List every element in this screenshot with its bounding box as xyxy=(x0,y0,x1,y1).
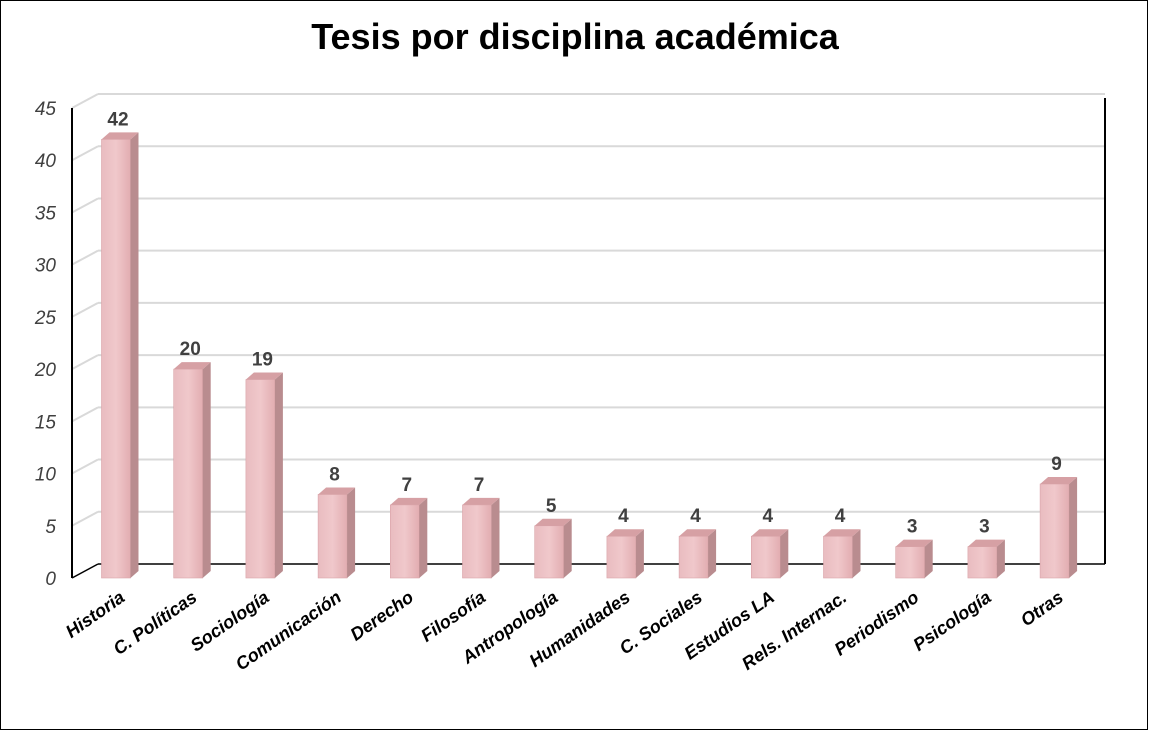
x-tick-label: Historia xyxy=(62,587,128,642)
data-label: 7 xyxy=(474,475,485,496)
bar-top xyxy=(751,529,789,537)
x-tick-label: Derecho xyxy=(347,587,417,645)
bar-front xyxy=(534,525,565,579)
data-label: 4 xyxy=(835,506,846,527)
data-label: 5 xyxy=(546,496,557,517)
bar-top xyxy=(1040,477,1078,484)
bar xyxy=(101,132,139,579)
bar xyxy=(678,529,717,579)
data-label: 20 xyxy=(180,339,201,360)
bar xyxy=(823,529,861,579)
bar-front xyxy=(1039,483,1070,579)
bar-top xyxy=(823,529,861,537)
bar-side xyxy=(563,518,572,578)
data-label: 3 xyxy=(979,517,990,538)
bar-side xyxy=(635,529,644,578)
y-tick-label: 35 xyxy=(35,203,57,224)
x-tick-label: Psicología xyxy=(909,587,994,655)
axes xyxy=(71,98,1106,579)
bar xyxy=(462,497,500,579)
gridline-side xyxy=(71,197,99,214)
bar-front xyxy=(101,139,131,579)
bar-side xyxy=(996,539,1005,578)
data-label: 4 xyxy=(618,506,629,527)
bar-front xyxy=(606,535,637,579)
bar-side xyxy=(708,529,717,578)
bar-side xyxy=(780,529,789,578)
bar-front xyxy=(823,535,853,579)
bar-top xyxy=(895,539,933,547)
bar-top xyxy=(173,362,211,370)
data-label: 4 xyxy=(763,506,774,527)
data-label: 9 xyxy=(1051,454,1062,475)
y-tick-label: 10 xyxy=(35,465,57,486)
bar-front xyxy=(895,546,926,579)
bar-side xyxy=(1069,477,1078,578)
bar-top xyxy=(967,539,1005,547)
bar xyxy=(750,529,789,579)
bar xyxy=(967,539,1005,579)
y-tick-label: 20 xyxy=(34,360,57,381)
bar-front xyxy=(462,504,492,579)
y-tick-label: 5 xyxy=(45,517,56,538)
gridlines xyxy=(71,93,1105,527)
y-tick-label: 40 xyxy=(35,151,57,172)
gridline-side xyxy=(71,145,99,162)
y-tick-label: 30 xyxy=(35,256,57,277)
bar xyxy=(606,529,644,579)
gridline-side xyxy=(71,302,99,318)
bar-front xyxy=(245,379,276,579)
x-tick-label: Otras xyxy=(1017,587,1067,630)
gridline-side xyxy=(71,249,99,266)
bar-side xyxy=(491,497,500,578)
data-label: 7 xyxy=(402,475,413,496)
y-tick-label: 0 xyxy=(45,569,56,590)
y-tick-label: 25 xyxy=(34,308,57,329)
y-tick-label: 45 xyxy=(35,99,57,120)
data-label: 19 xyxy=(252,350,273,371)
bar-front xyxy=(967,546,998,579)
data-label: 8 xyxy=(329,464,340,485)
gridline-side xyxy=(71,354,99,370)
bar xyxy=(534,518,572,579)
bar-front xyxy=(678,535,709,579)
bar xyxy=(173,362,211,579)
bar-side xyxy=(130,132,139,579)
bar-side xyxy=(274,372,283,578)
bar-top xyxy=(101,132,139,140)
data-label: 42 xyxy=(107,109,128,130)
bar-side xyxy=(202,362,211,578)
y-tick-label: 15 xyxy=(35,412,57,433)
floor-edge-left xyxy=(71,563,99,579)
gridline-side xyxy=(71,406,99,423)
chart-title: Tesis por disciplina académica xyxy=(311,16,839,57)
bar xyxy=(245,372,283,579)
bar-front xyxy=(750,535,781,579)
bar-side xyxy=(852,529,861,578)
bar-side xyxy=(924,539,933,578)
bar-top xyxy=(245,372,283,380)
bar xyxy=(317,487,356,579)
bar-top xyxy=(318,487,356,495)
bar-top xyxy=(679,529,717,537)
bar xyxy=(389,497,428,579)
bar xyxy=(1039,477,1078,579)
bar-front xyxy=(389,504,420,579)
gridline-side xyxy=(71,93,99,109)
bar-side xyxy=(419,497,428,578)
bar-top xyxy=(606,529,644,537)
gridline-side xyxy=(71,458,99,475)
bars xyxy=(101,132,1078,579)
bar xyxy=(895,539,933,579)
bar-front xyxy=(173,368,203,579)
gridline-side xyxy=(71,510,99,527)
bar-top xyxy=(462,497,500,505)
bar-front xyxy=(317,494,348,579)
data-label: 3 xyxy=(907,517,918,538)
data-label: 4 xyxy=(690,506,701,527)
bar-top xyxy=(390,497,428,505)
bar-top xyxy=(534,518,572,526)
bar-side xyxy=(347,487,356,578)
